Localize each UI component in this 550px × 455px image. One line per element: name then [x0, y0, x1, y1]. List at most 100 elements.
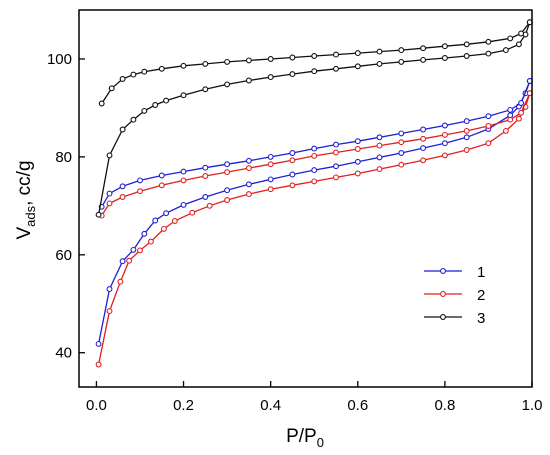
series-3-point	[180, 62, 187, 69]
series-2-point	[507, 116, 514, 123]
series-2-point	[137, 247, 143, 254]
x-tick-label: 0.0	[86, 397, 107, 414]
series-2-point	[398, 161, 405, 168]
series-2-point	[289, 182, 296, 189]
series-3-point	[245, 77, 252, 84]
series-3-point	[398, 58, 405, 65]
x-tick-label: 0.8	[434, 397, 455, 414]
series-3-point	[376, 48, 383, 55]
series-1-point	[224, 187, 231, 194]
series-3-point	[502, 47, 509, 54]
series-3-point	[163, 97, 170, 104]
series-3-point	[354, 63, 361, 70]
series-3-point	[130, 116, 137, 123]
series-1-point	[420, 145, 427, 152]
series-1-point	[152, 217, 159, 224]
series-1-point	[137, 177, 143, 184]
series-1-point	[289, 150, 296, 156]
x-tick-label: 0.6	[347, 397, 368, 414]
series-3-point	[333, 65, 339, 72]
series-1-point	[202, 164, 209, 171]
plot-area	[95, 19, 533, 368]
series-1-point	[267, 153, 274, 160]
series-2-point	[189, 209, 196, 216]
x-tick-label: 1.0	[522, 397, 543, 414]
legend-swatch-marker	[440, 314, 446, 320]
series-1-point	[245, 157, 252, 164]
series-2-point	[245, 191, 252, 198]
series-3-point	[398, 47, 405, 54]
series-2-point	[420, 157, 427, 164]
series-1-point	[507, 106, 514, 113]
series-3-point	[420, 45, 427, 52]
series-1-point	[398, 150, 405, 156]
series-2-point	[267, 161, 274, 168]
legend-swatch-marker	[440, 291, 446, 297]
y-tick-label: 80	[55, 149, 72, 166]
series-1-point	[420, 126, 427, 133]
series-2-point	[485, 140, 492, 147]
series-2-point	[126, 257, 133, 264]
y-axis-label-sub: ads	[23, 205, 38, 226]
series-3-point	[202, 60, 209, 67]
series-3-point	[180, 92, 187, 99]
series-2-point	[485, 123, 492, 129]
series-3-desorption-line	[101, 21, 531, 104]
series-2	[95, 90, 533, 368]
series-1-point	[311, 145, 318, 152]
series-2-point	[515, 115, 522, 122]
series-2-point	[202, 173, 209, 179]
legend-item-2: 2	[424, 287, 485, 304]
x-tick-label: 0.4	[260, 397, 281, 414]
y-axis-label-rest: , cc/g	[14, 160, 35, 205]
series-1-point	[163, 210, 170, 217]
series-1-point	[130, 246, 137, 253]
series-1-point	[463, 134, 470, 141]
series-1-point	[398, 130, 405, 137]
series-1-point	[485, 113, 492, 120]
legend-label: 2	[477, 287, 485, 304]
series-3-point	[141, 107, 148, 114]
x-axis-label-main: P/P	[286, 426, 317, 447]
x-axis-label-sub: 0	[317, 435, 324, 450]
series-2-point	[106, 308, 113, 315]
series-2-point	[160, 225, 167, 232]
series-2-point	[158, 182, 165, 189]
series-3-point	[311, 53, 318, 59]
series-3-point	[202, 86, 209, 93]
series-1-point	[202, 194, 209, 200]
series-3-point	[376, 60, 383, 67]
series-2-point	[354, 146, 361, 152]
series-3-point	[485, 38, 492, 45]
ticks: 0.0 0.2 0.4 0.6 0.8 1.0 40 60 80 100	[47, 51, 542, 414]
series-2-point	[224, 169, 231, 176]
series-1-point	[376, 134, 383, 141]
series-1-point	[95, 340, 102, 347]
series-2-point	[502, 127, 509, 134]
series-3-point	[441, 55, 448, 61]
series-3-point	[311, 68, 318, 75]
series-1-point	[267, 176, 274, 183]
series-3-point	[267, 56, 274, 62]
series-2-point	[398, 139, 405, 146]
series-2-point	[245, 165, 252, 172]
series-2-point	[267, 186, 274, 193]
series-3-point	[507, 35, 514, 42]
series-3-point	[267, 74, 274, 81]
series-2-point	[333, 174, 339, 181]
series-2-point	[289, 157, 296, 164]
legend-label: 1	[477, 264, 485, 281]
series-2-point	[117, 278, 124, 285]
series-3-point	[224, 58, 231, 65]
series-1-point	[463, 118, 470, 125]
series-3-point	[95, 211, 102, 218]
series-3-point	[463, 41, 470, 48]
legend: 1 2 3	[424, 264, 485, 327]
series-2-point	[171, 218, 178, 224]
series-2-point	[376, 166, 383, 173]
legend-item-3: 3	[424, 310, 485, 327]
y-tick-label: 100	[47, 51, 72, 68]
series-2-point	[463, 127, 470, 134]
series-3-point	[245, 57, 252, 64]
